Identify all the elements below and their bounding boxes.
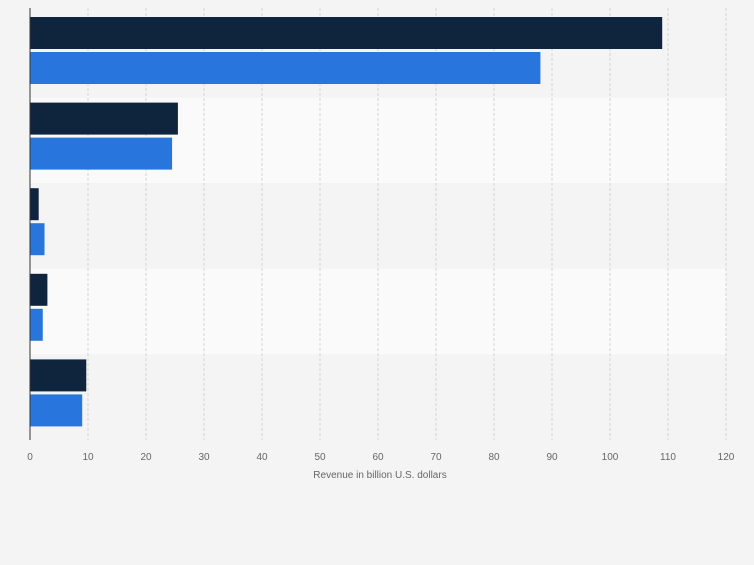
bars (30, 17, 663, 427)
x-tick-label-120: 120 (718, 452, 735, 463)
bar-series1-cat1[interactable] (30, 137, 173, 170)
x-tick-labels: 0 10 20 30 40 50 60 70 80 90 100 110 120 (27, 452, 735, 463)
bar-series1-cat2[interactable] (30, 223, 45, 256)
category-band-3 (30, 268, 726, 355)
x-axis-label: Revenue in billion U.S. dollars (313, 470, 446, 481)
x-tick-label-20: 20 (140, 452, 152, 463)
x-tick-label-40: 40 (256, 452, 268, 463)
bar-series0-cat2[interactable] (30, 188, 39, 221)
x-tick-label-30: 30 (198, 452, 210, 463)
x-tick-label-100: 100 (602, 452, 619, 463)
bar-series1-cat4[interactable] (30, 394, 83, 427)
bar-series0-cat4[interactable] (30, 359, 87, 392)
x-tick-label-10: 10 (82, 452, 94, 463)
bar-series0-cat0[interactable] (30, 17, 663, 49)
x-tick-label-90: 90 (546, 452, 558, 463)
x-tick-label-50: 50 (314, 452, 326, 463)
x-tick-label-110: 110 (660, 452, 676, 463)
x-tick-label-70: 70 (430, 452, 442, 463)
bar-series1-cat3[interactable] (30, 308, 43, 341)
category-band-4 (30, 354, 726, 440)
x-tick-label-0: 0 (27, 452, 33, 463)
x-tick-label-80: 80 (488, 452, 500, 463)
bar-series0-cat3[interactable] (30, 273, 48, 306)
bar-series0-cat1[interactable] (30, 102, 178, 135)
x-tick-label-60: 60 (372, 452, 384, 463)
bar-series1-cat0[interactable] (30, 52, 541, 84)
